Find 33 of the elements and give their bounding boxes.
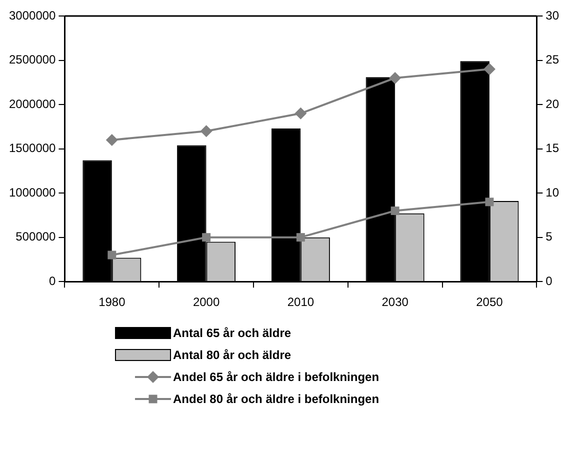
y-tick-label: 500000 [16, 230, 56, 244]
x-tick-label: 2050 [476, 295, 504, 310]
legend-label: Antal 80 år och äldre [173, 348, 292, 362]
point [485, 198, 494, 206]
y2-tick-label: 0 [546, 274, 553, 288]
y2-tick-label: 30 [546, 8, 560, 22]
y-tick-label: 1000000 [9, 185, 56, 200]
y2-tick-label: 25 [546, 52, 560, 67]
legend-label: Andel 80 år och äldre i befolkningen [173, 392, 380, 406]
legend-label: Andel 65 år och äldre i befolkningen [173, 370, 380, 384]
x-tick-label: 2000 [192, 295, 220, 310]
legend-label: Antal 65 år och äldre [173, 326, 292, 340]
point [200, 125, 212, 138]
y-tick-label: 2500000 [9, 52, 56, 67]
y2-tick-label: 5 [546, 230, 553, 244]
y2-tick-label: 10 [546, 185, 560, 200]
point [294, 107, 307, 120]
point [108, 250, 116, 260]
y-tick-label: 3000000 [9, 8, 56, 22]
point [202, 233, 211, 242]
point [296, 233, 305, 242]
point [390, 206, 400, 216]
point [389, 72, 402, 84]
y2-tick-label: 15 [546, 141, 560, 156]
y-tick-label: 2000000 [9, 96, 56, 111]
y2-tick-label: 20 [546, 96, 560, 111]
x-tick-label: 2010 [287, 295, 314, 310]
point [106, 134, 118, 146]
point [483, 63, 496, 76]
y-tick-label: 1500000 [9, 141, 56, 156]
x-tick-label: 2030 [382, 295, 409, 310]
x-tick-label: 1980 [98, 295, 126, 310]
y-tick-label: 0 [49, 274, 56, 288]
